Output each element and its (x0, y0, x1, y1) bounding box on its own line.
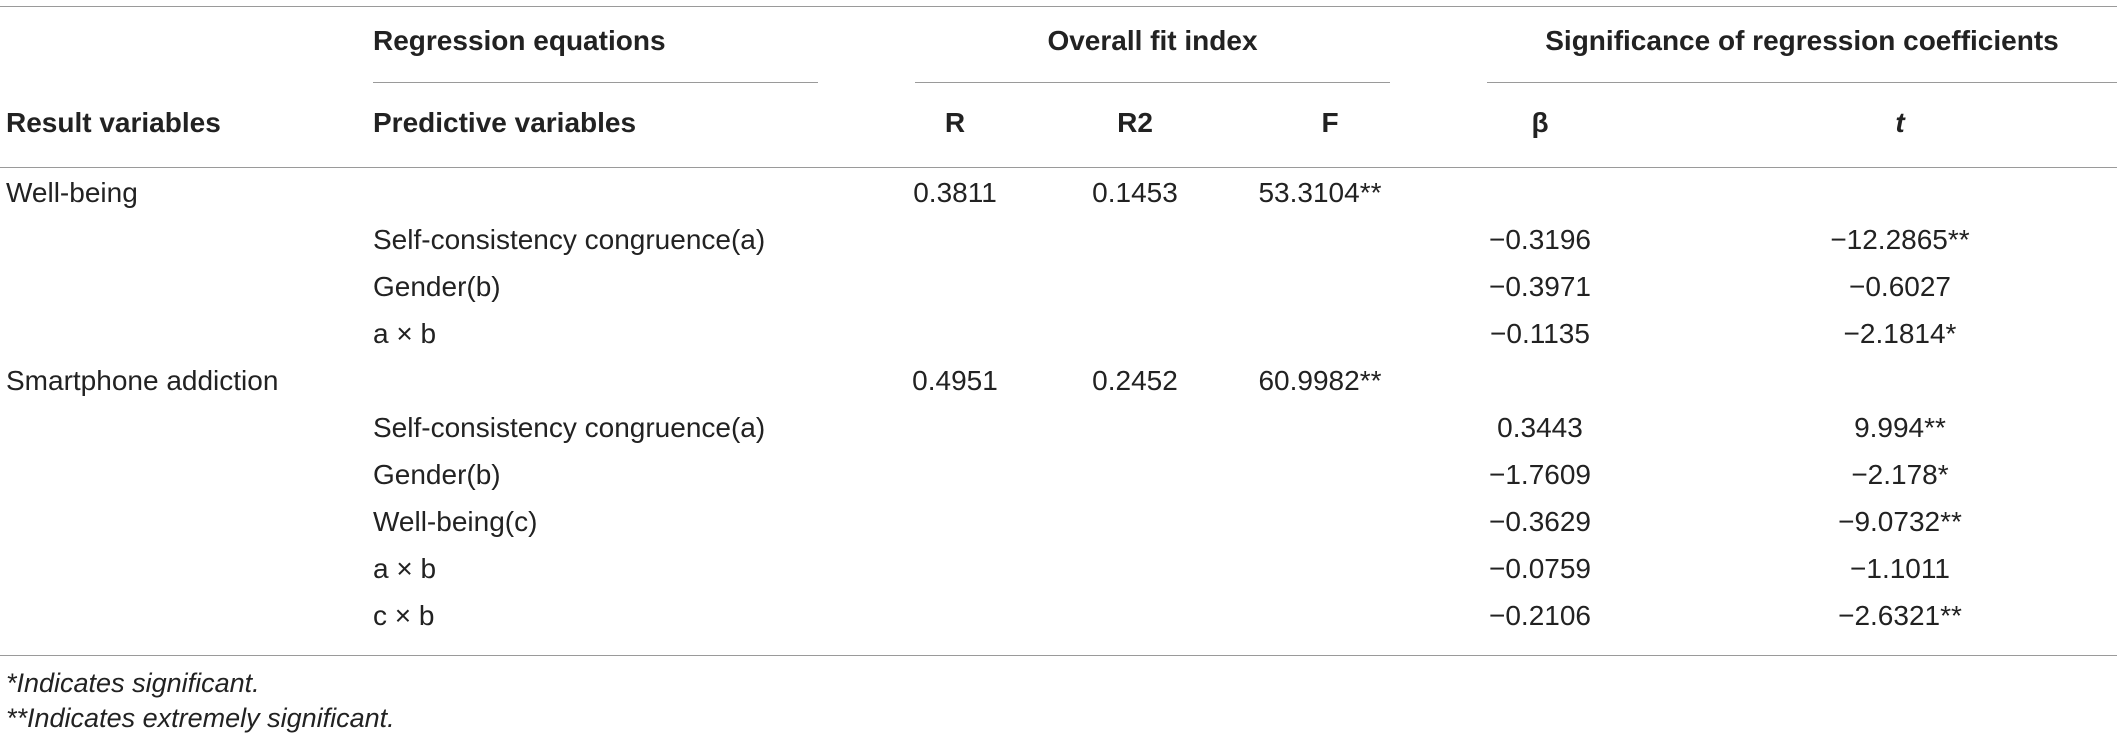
footnote-significant: *Indicates significant. (6, 668, 260, 698)
footnote-extremely-significant: **Indicates extremely significant. (6, 703, 395, 733)
r2-value: 0.2452 (1092, 365, 1178, 396)
table-row: Self-consistency congruence(a) 0.3443 9.… (0, 405, 2117, 452)
table-row: Gender(b) −1.7609 −2.178* (0, 452, 2117, 499)
header-r2: R2 (1117, 107, 1153, 138)
table-bottom-rule (0, 655, 2117, 656)
header-beta: β (1531, 107, 1549, 138)
table-row: Well-being(c) −0.3629 −9.0732** (0, 499, 2117, 546)
table-row: Gender(b) −0.3971 −0.6027 (0, 264, 2117, 311)
beta-value: −0.3971 (1489, 271, 1591, 302)
beta-value: 0.3443 (1497, 412, 1583, 443)
t-value: 9.994** (1854, 412, 1946, 443)
significance-group-rule (1487, 82, 2117, 83)
result-variable: Well-being (6, 177, 138, 208)
f-value: 60.9982** (1258, 365, 1382, 396)
regression-group-rule (373, 82, 818, 83)
header-result-variables: Result variables (6, 107, 221, 138)
table-row: a × b −0.0759 −1.1011 (0, 546, 2117, 593)
t-value: −2.178* (1851, 459, 1949, 490)
header-t: t (1895, 107, 1905, 138)
t-value: −12.2865** (1830, 224, 1970, 255)
header-r: R (944, 107, 966, 138)
beta-value: −0.3629 (1489, 506, 1591, 537)
beta-value: −1.7609 (1489, 459, 1591, 490)
header-predictive-variables: Predictive variables (373, 107, 637, 138)
beta-value: −0.3196 (1489, 224, 1591, 255)
r-value: 0.4951 (912, 365, 998, 396)
t-value: −0.6027 (1849, 271, 1951, 302)
header-f: F (1321, 107, 1339, 138)
predictive-variable: c × b (373, 600, 435, 631)
table-top-rule (0, 6, 2117, 7)
beta-value: −0.0759 (1489, 553, 1591, 584)
beta-value: −0.1135 (1490, 318, 1590, 349)
predictive-variable: Gender(b) (373, 271, 501, 302)
predictive-variable: Self-consistency congruence(a) (373, 224, 766, 255)
t-value: −2.1814* (1843, 318, 1957, 349)
r2-value: 0.1453 (1092, 177, 1178, 208)
table-row: c × b −0.2106 −2.6321** (0, 593, 2117, 640)
table-row: a × b −0.1135 −2.1814* (0, 311, 2117, 358)
table-row: Smartphone addiction 0.4951 0.2452 60.99… (0, 358, 2117, 405)
t-value: −2.6321** (1838, 600, 1962, 631)
header-significance-coefficients: Significance of regression coefficients (1545, 25, 2059, 56)
table-row: Self-consistency congruence(a) −0.3196 −… (0, 217, 2117, 264)
header-overall-fit-index: Overall fit index (1047, 25, 1258, 56)
predictive-variable: Well-being(c) (373, 506, 538, 537)
f-value: 53.3104** (1258, 177, 1382, 208)
predictive-variable: Self-consistency congruence(a) (373, 412, 766, 443)
t-value: −1.1011 (1850, 553, 1950, 584)
predictive-variable: a × b (373, 553, 437, 584)
t-value: −9.0732** (1838, 506, 1962, 537)
predictive-variable: a × b (373, 318, 437, 349)
result-variable: Smartphone addiction (6, 365, 279, 396)
table-row: Well-being 0.3811 0.1453 53.3104** (0, 170, 2117, 217)
beta-value: −0.2106 (1489, 600, 1591, 631)
predictive-variable: Gender(b) (373, 459, 501, 490)
fit-group-rule (915, 82, 1390, 83)
header-bottom-rule (0, 167, 2117, 168)
header-regression-equations: Regression equations (373, 25, 666, 56)
r-value: 0.3811 (913, 177, 997, 208)
